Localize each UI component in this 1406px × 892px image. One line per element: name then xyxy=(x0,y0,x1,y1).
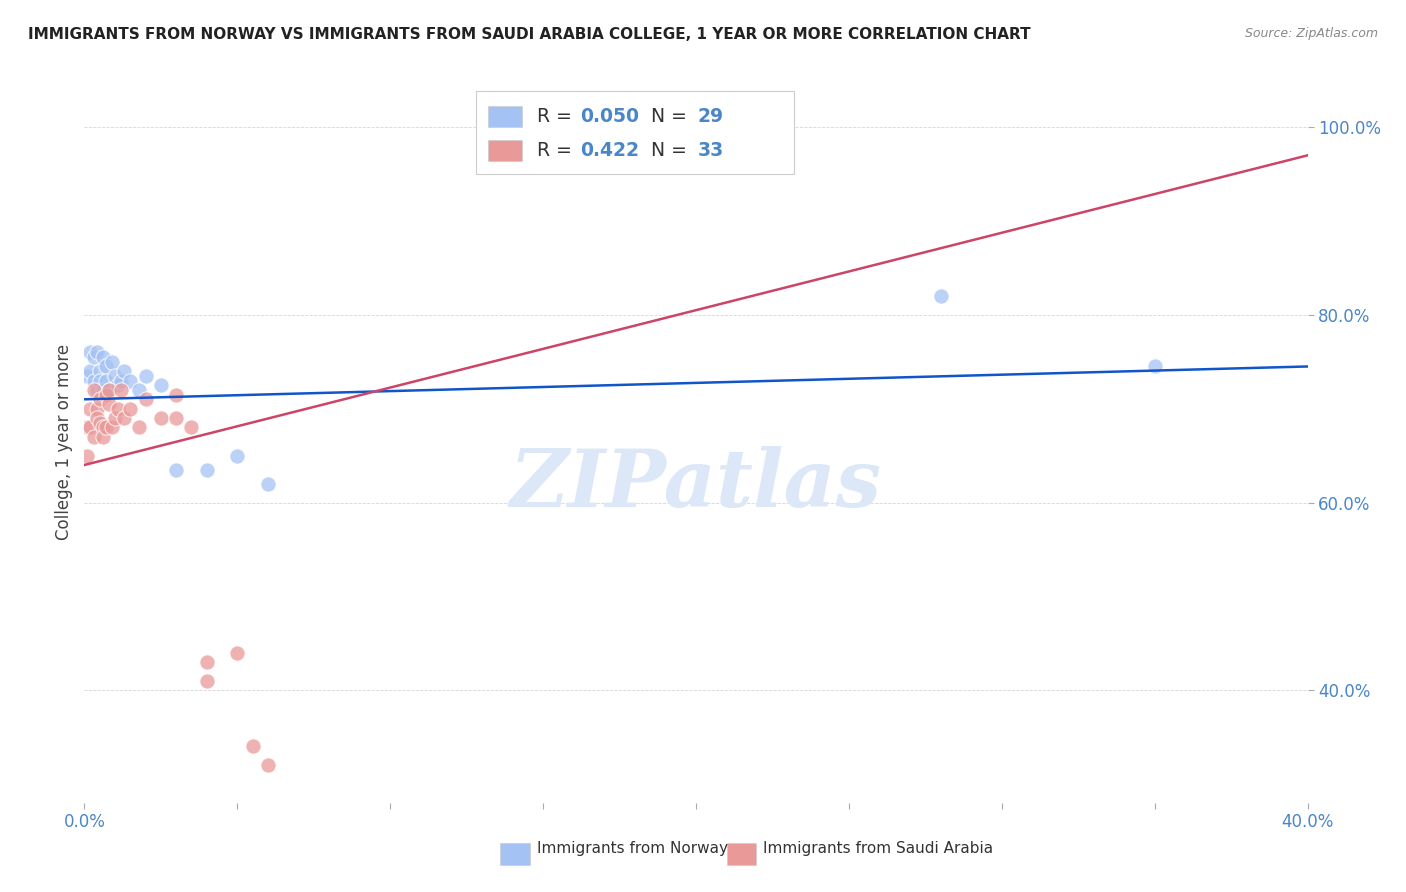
Point xyxy=(97,383,120,397)
Point xyxy=(86,345,108,359)
Point xyxy=(135,392,157,407)
Point xyxy=(107,401,129,416)
Point xyxy=(257,758,280,772)
Text: 0.050: 0.050 xyxy=(579,107,638,126)
Point xyxy=(83,350,105,364)
Point xyxy=(1143,359,1166,374)
Point xyxy=(91,430,114,444)
Point xyxy=(110,383,132,397)
Point xyxy=(89,416,111,430)
Text: Source: ZipAtlas.com: Source: ZipAtlas.com xyxy=(1244,27,1378,40)
Point xyxy=(107,378,129,392)
Text: 29: 29 xyxy=(697,107,723,126)
Point xyxy=(94,387,117,401)
Point xyxy=(86,401,108,416)
Point xyxy=(83,383,105,397)
Point xyxy=(101,420,124,434)
Point xyxy=(226,646,249,660)
Point xyxy=(79,345,101,359)
Point xyxy=(89,374,111,388)
Bar xyxy=(488,139,522,161)
Text: Immigrants from Saudi Arabia: Immigrants from Saudi Arabia xyxy=(763,841,994,855)
Text: 0.422: 0.422 xyxy=(579,141,638,160)
Point xyxy=(226,449,249,463)
Text: N =: N = xyxy=(651,107,693,126)
Point xyxy=(112,364,135,378)
Point xyxy=(128,420,150,434)
Point xyxy=(195,673,218,688)
Point xyxy=(89,392,111,407)
Text: R =: R = xyxy=(537,107,578,126)
Point xyxy=(91,350,114,364)
Point xyxy=(180,420,202,434)
Point xyxy=(97,397,120,411)
Point xyxy=(120,374,142,388)
Bar xyxy=(488,105,522,128)
Point xyxy=(94,420,117,434)
Point xyxy=(112,411,135,425)
Point xyxy=(104,411,127,425)
Point xyxy=(83,430,105,444)
Point xyxy=(91,383,114,397)
Point xyxy=(195,655,218,669)
Bar xyxy=(727,843,756,865)
Point xyxy=(97,383,120,397)
Point xyxy=(165,387,187,401)
Point xyxy=(79,364,101,378)
Point xyxy=(128,383,150,397)
Point xyxy=(94,374,117,388)
Point xyxy=(195,463,218,477)
Text: R =: R = xyxy=(537,141,578,160)
Y-axis label: College, 1 year or more: College, 1 year or more xyxy=(55,343,73,540)
Bar xyxy=(501,843,530,865)
Text: ZIPatlas: ZIPatlas xyxy=(510,446,882,524)
Point xyxy=(104,368,127,383)
Point xyxy=(79,420,101,434)
Point xyxy=(94,359,117,374)
FancyBboxPatch shape xyxy=(475,91,794,174)
Point xyxy=(149,378,172,392)
Point xyxy=(79,401,101,416)
Point xyxy=(76,420,98,434)
Text: IMMIGRANTS FROM NORWAY VS IMMIGRANTS FROM SAUDI ARABIA COLLEGE, 1 YEAR OR MORE C: IMMIGRANTS FROM NORWAY VS IMMIGRANTS FRO… xyxy=(28,27,1031,42)
Point xyxy=(242,739,264,754)
Text: 33: 33 xyxy=(697,141,724,160)
Point xyxy=(76,449,98,463)
Point xyxy=(86,411,108,425)
Point xyxy=(83,374,105,388)
Point xyxy=(135,368,157,383)
Point xyxy=(76,368,98,383)
Point xyxy=(91,420,114,434)
Point xyxy=(120,401,142,416)
Point xyxy=(86,383,108,397)
Point xyxy=(110,374,132,388)
Point xyxy=(165,411,187,425)
Point xyxy=(929,289,952,303)
Point xyxy=(257,476,280,491)
Point xyxy=(89,364,111,378)
Point xyxy=(165,463,187,477)
Point xyxy=(149,411,172,425)
Text: Immigrants from Norway: Immigrants from Norway xyxy=(537,841,728,855)
Text: N =: N = xyxy=(651,141,693,160)
Point xyxy=(101,355,124,369)
